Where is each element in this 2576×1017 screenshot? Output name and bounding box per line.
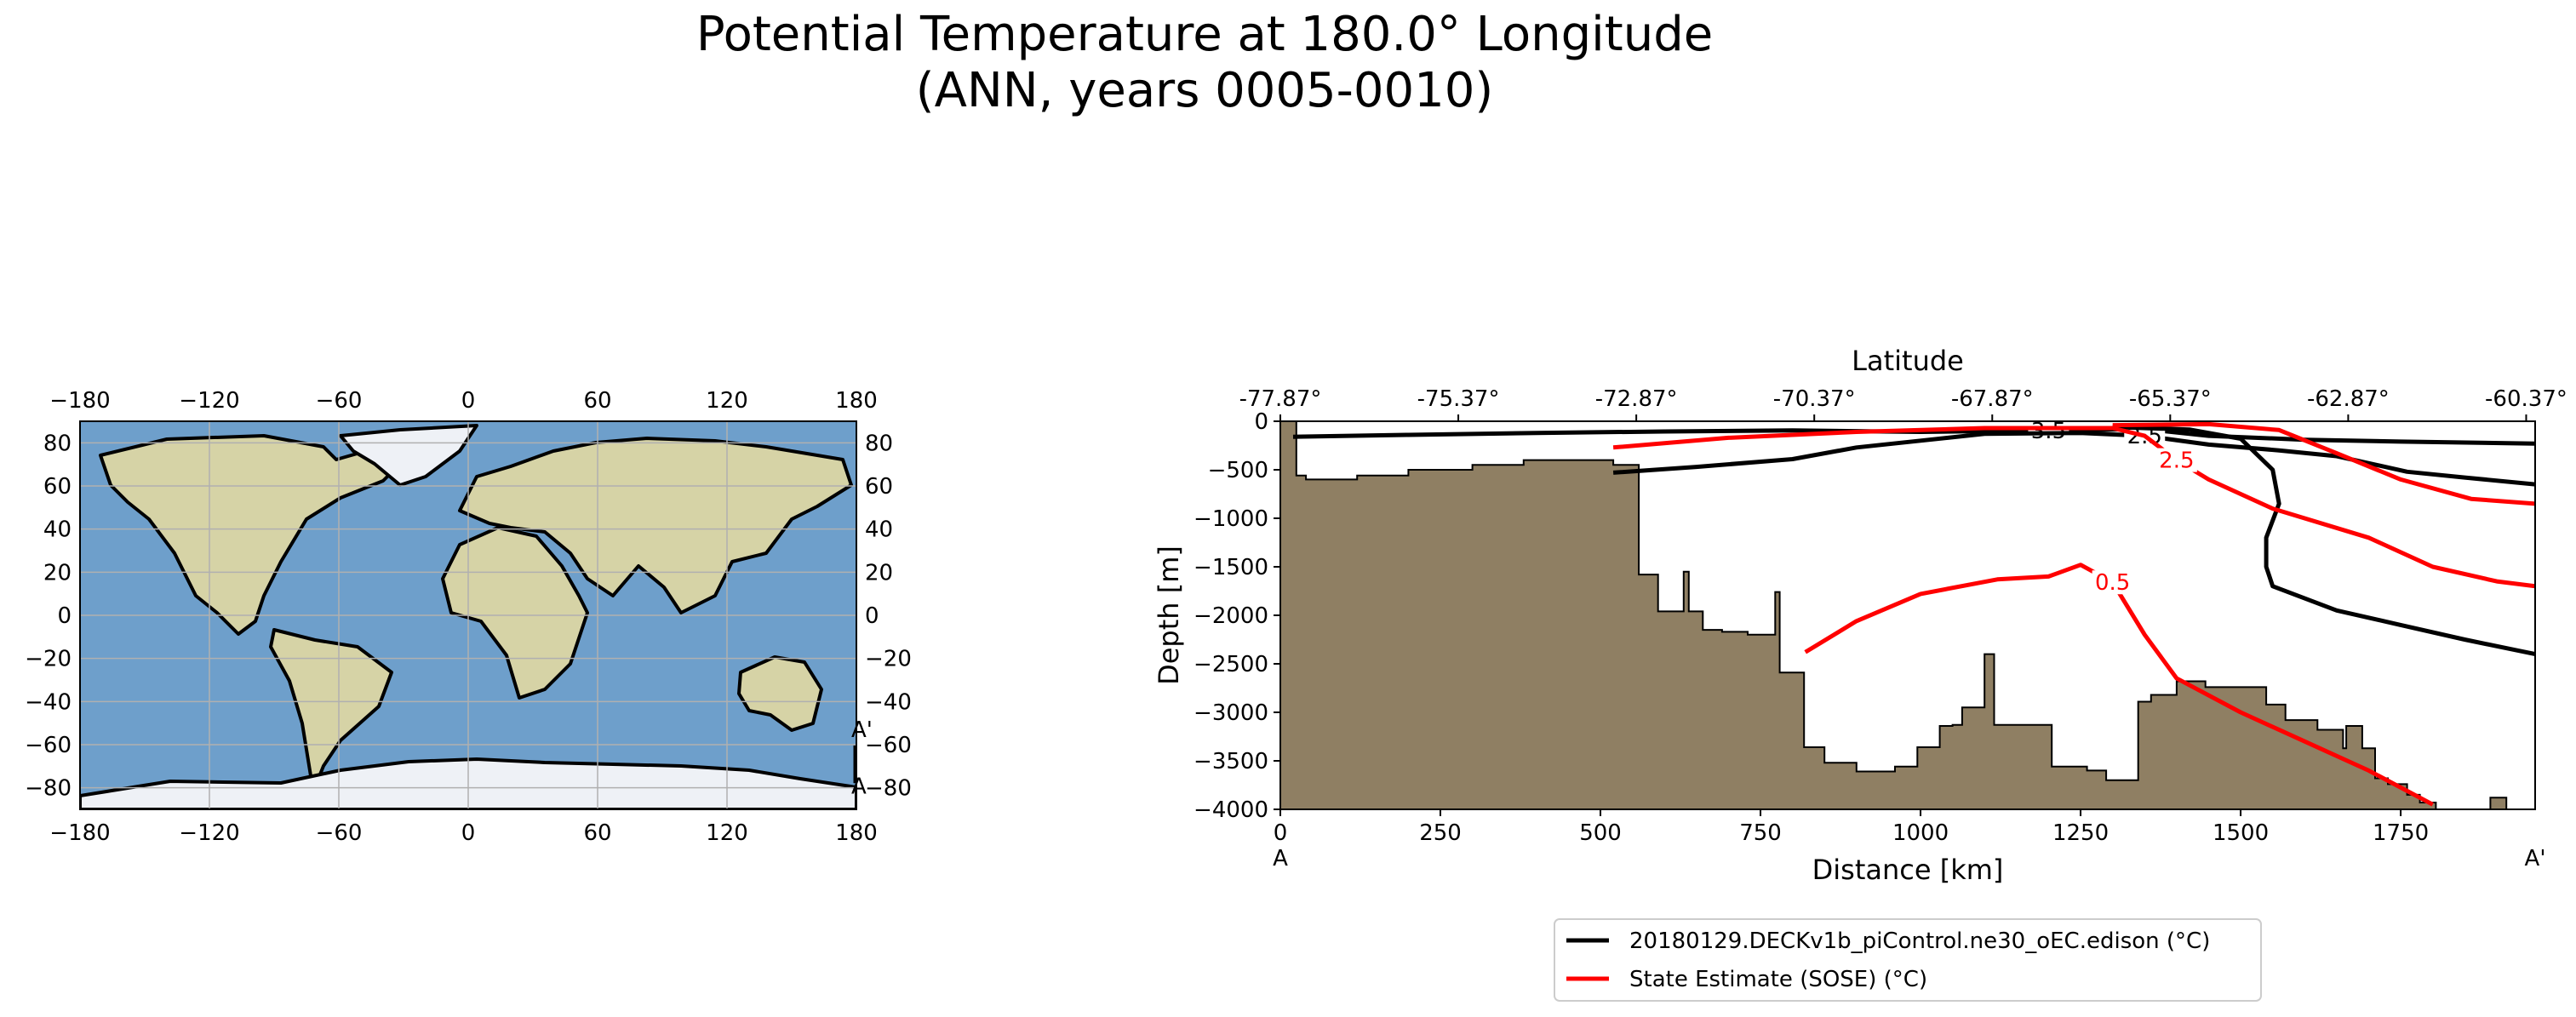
bathymetry-fill: [1280, 421, 2508, 809]
map-top-tick-label: 180: [835, 388, 878, 414]
figure-title: Potential Temperature at 180.0° Longitud…: [0, 7, 2409, 119]
map-top-tick-label: 0: [461, 388, 476, 414]
map-panel: −180 −180 −120 −120 −60 −60 0 0 60 60 120 120 180 180…: [25, 388, 912, 846]
legend-label-observations: State Estimate (SOSE) (°C): [1629, 967, 1927, 992]
map-right-tick-label: −60: [865, 733, 912, 758]
figure-title-line2: (ANN, years 0005-0010): [915, 63, 1494, 118]
x-tick-label: 500: [1579, 820, 1622, 846]
contour-lines: 3.5 2.50.52.5: [1292, 421, 2535, 807]
map-bottom-tick-label: −120: [179, 820, 239, 846]
map-left-tick-label: 80: [43, 431, 72, 456]
transect-end-label: A': [851, 717, 873, 743]
x-tick-label: 1250: [2052, 820, 2109, 846]
top-tick-label: -62.87°: [2307, 386, 2390, 412]
map-right-tick-label: −40: [865, 689, 912, 715]
map-top-tick-label: 60: [583, 388, 611, 414]
map-left-tick-label: −40: [25, 689, 72, 715]
map-left-tick-label: 20: [43, 560, 72, 586]
map-frame: [79, 420, 857, 810]
y-tick-label: −1500: [1194, 555, 1268, 580]
y-tick-label: −500: [1208, 458, 1268, 483]
model-contour-0: [1292, 426, 2535, 446]
y-tick-label: −3500: [1194, 749, 1268, 774]
x-tick-label: 1000: [1892, 820, 1949, 846]
map-bottom-tick-label: 0: [461, 820, 476, 846]
observations-contour-2: [2112, 421, 2535, 506]
transect-A-label: A: [1273, 846, 1288, 871]
map-right-tick-label: 20: [865, 560, 893, 586]
map-bottom-tick-label: 180: [835, 820, 878, 846]
x-tick-label: 0: [1274, 820, 1288, 846]
observations-contour-1: [1612, 426, 2535, 589]
top-tick-label: -65.37°: [2129, 386, 2212, 412]
transect-panel: 3.5 2.50.52.5 0 250 500 750 1000 1250 1500 17500…: [1153, 345, 2567, 886]
legend-label-model: 20180129.DECKv1b_piControl.ne30_oEC.edis…: [1629, 928, 2210, 954]
map-top-tick-label: 120: [706, 388, 748, 414]
map-top-tick-label: −180: [49, 388, 110, 414]
transect-Aprime-label: A': [2525, 846, 2546, 871]
map-left-tick-label: −80: [25, 776, 72, 802]
x-tick-label: 1750: [2373, 820, 2429, 846]
map-right-tick-label: −80: [865, 776, 912, 802]
top-tick-label: -67.87°: [1951, 386, 2034, 412]
map-right-tick-label: −20: [865, 647, 912, 672]
transect-start-label: A: [851, 774, 867, 799]
map-tick-labels: −180 −180 −120 −120 −60 −60 0 0 60 60 120 120 180 180…: [25, 388, 912, 846]
figure-title-line1: Potential Temperature at 180.0° Longitud…: [696, 7, 1714, 62]
map-gridlines: [80, 421, 856, 809]
contour-level-label: 2.5: [2159, 449, 2194, 474]
map-left-tick-label: 0: [57, 603, 72, 629]
land-south-america: [269, 628, 393, 793]
top-axis-label: Latitude: [1852, 345, 1964, 377]
y-tick-label: 0: [1254, 409, 1268, 435]
y-tick-label: −2000: [1194, 603, 1268, 629]
top-tick-label: -77.87°: [1239, 386, 1322, 412]
map-left-tick-label: −60: [25, 733, 72, 758]
top-tick-label: -75.37°: [1417, 386, 1500, 412]
map-top-tick-label: −60: [316, 388, 363, 414]
y-tick-label: −4000: [1194, 797, 1268, 823]
map-right-tick-label: 40: [865, 517, 893, 543]
legend: 20180129.DECKv1b_piControl.ne30_oEC.edis…: [1554, 918, 2262, 1002]
map-left-tick-label: −20: [25, 647, 72, 672]
x-axis-label: Distance [km]: [1812, 854, 2004, 886]
land-greenland: [339, 424, 478, 487]
map-right-tick-label: 0: [865, 603, 879, 629]
top-tick-label: -72.87°: [1595, 386, 1678, 412]
map-top-tick-label: −120: [179, 388, 239, 414]
map-left-tick-label: 60: [43, 474, 72, 500]
y-tick-label: −2500: [1194, 652, 1268, 677]
map-right-tick-label: 80: [865, 431, 893, 456]
map-left-tick-label: 40: [43, 517, 72, 543]
model-contour-2: [2112, 425, 2535, 657]
top-tick-label: -60.37°: [2485, 386, 2567, 412]
legend-box: [1554, 918, 2262, 1002]
y-tick-label: −1000: [1194, 506, 1268, 532]
map-right-tick-label: 60: [865, 474, 893, 500]
map-bottom-tick-label: 120: [706, 820, 748, 846]
x-tick-label: 250: [1419, 820, 1462, 846]
transect-ticks: 0 250 500 750 1000 1250 1500 1750 0 −500 −1000 −150…: [1194, 386, 2567, 846]
top-tick-label: -70.37°: [1773, 386, 1856, 412]
contour-level-label: 0.5: [2095, 570, 2130, 596]
y-axis-label: Depth [m]: [1153, 546, 1185, 685]
y-tick-label: −3000: [1194, 700, 1268, 726]
map-bottom-tick-label: −180: [49, 820, 110, 846]
contour-label-bg: [2155, 448, 2197, 472]
contour-label-bg: [2092, 570, 2133, 595]
map-bottom-tick-label: 60: [583, 820, 611, 846]
map-bottom-tick-label: −60: [316, 820, 363, 846]
x-tick-label: 750: [1739, 820, 1782, 846]
x-tick-label: 1500: [2212, 820, 2269, 846]
model-contour-1: [1612, 431, 2535, 487]
